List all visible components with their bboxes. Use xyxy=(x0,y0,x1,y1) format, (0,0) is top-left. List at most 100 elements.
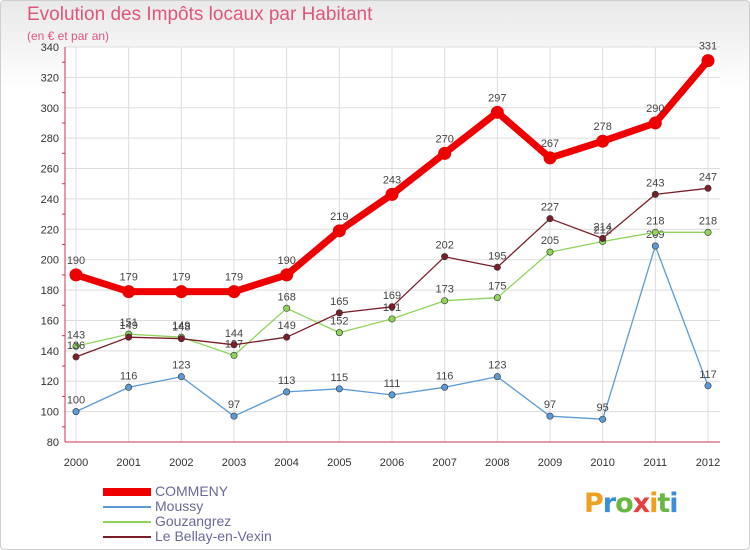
y-tick-label: 80 xyxy=(47,437,59,449)
chart-subtitle: (en € et par an) xyxy=(27,29,110,43)
data-point xyxy=(651,242,659,250)
data-point xyxy=(72,353,80,361)
x-tick-label: 2002 xyxy=(169,457,193,469)
legend-label: Le Bellay-en-Vexin xyxy=(155,528,272,544)
data-label: 148 xyxy=(172,322,190,334)
data-point xyxy=(490,105,504,119)
data-label: 97 xyxy=(544,399,556,411)
data-label: 173 xyxy=(435,284,453,296)
y-tick-label: 300 xyxy=(41,103,59,115)
y-tick-label: 120 xyxy=(41,376,59,388)
legend-swatch xyxy=(103,536,151,538)
data-label: 100 xyxy=(67,395,85,407)
data-point xyxy=(546,248,554,256)
data-label: 168 xyxy=(277,291,295,303)
data-label: 179 xyxy=(225,272,243,284)
data-label: 115 xyxy=(331,372,349,384)
data-label: 190 xyxy=(277,255,295,267)
y-tick-label: 260 xyxy=(41,164,59,176)
data-label: 290 xyxy=(646,103,664,115)
data-point xyxy=(72,408,80,416)
x-tick-label: 2000 xyxy=(64,457,88,469)
data-label: 117 xyxy=(699,369,717,381)
data-point xyxy=(546,215,554,223)
data-point xyxy=(72,342,80,350)
data-label: 243 xyxy=(646,177,664,189)
x-tick-label: 2003 xyxy=(222,457,246,469)
data-label: 111 xyxy=(384,378,401,390)
y-tick-label: 280 xyxy=(41,133,59,145)
data-point xyxy=(599,415,607,423)
x-tick-label: 2009 xyxy=(538,457,562,469)
x-tick-label: 2004 xyxy=(274,457,298,469)
data-point xyxy=(230,412,238,420)
data-label: 151 xyxy=(119,317,137,329)
legend-item: Gouzangrez xyxy=(103,513,363,530)
legend-item: COMMENY xyxy=(103,483,363,500)
y-tick-label: 320 xyxy=(41,72,59,84)
data-label: 202 xyxy=(435,240,453,252)
legend-swatch xyxy=(103,506,151,508)
data-label: 195 xyxy=(488,250,506,262)
chart-legend: COMMENY Moussy Gouzangrez Le Bellay-en-Vexi… xyxy=(103,483,363,549)
x-tick-label: 2007 xyxy=(432,457,456,469)
data-label: 116 xyxy=(436,370,454,382)
x-tick-label: 2012 xyxy=(696,457,720,469)
data-point xyxy=(177,335,185,343)
proxiti-logo: Proxiti xyxy=(584,488,679,519)
y-tick-label: 100 xyxy=(41,407,59,419)
data-point xyxy=(332,224,346,238)
chart-title: Evolution des Impôts locaux par Habitant xyxy=(27,4,373,25)
data-point xyxy=(230,351,238,359)
data-point xyxy=(230,341,238,349)
logo-letter: x xyxy=(632,488,650,519)
data-label: 218 xyxy=(699,215,717,227)
logo-letter: o xyxy=(615,488,634,519)
y-tick-label: 240 xyxy=(41,194,59,206)
data-point xyxy=(335,329,343,337)
data-label: 190 xyxy=(67,255,85,267)
x-tick-label: 2010 xyxy=(590,457,614,469)
data-point xyxy=(283,388,291,396)
data-point xyxy=(283,304,291,312)
data-point xyxy=(701,54,715,68)
data-point xyxy=(227,285,241,299)
y-tick-label: 200 xyxy=(41,255,59,267)
data-label: 175 xyxy=(488,281,506,293)
data-point xyxy=(546,412,554,420)
data-label: 116 xyxy=(120,370,138,382)
x-tick-label: 2006 xyxy=(380,457,404,469)
data-point xyxy=(493,263,501,271)
logo-letter: r xyxy=(602,488,616,519)
data-label: 149 xyxy=(277,320,295,332)
logo-letter: P xyxy=(584,488,604,519)
data-point xyxy=(388,391,396,399)
data-label: 214 xyxy=(593,221,611,233)
data-point xyxy=(441,297,449,305)
data-point xyxy=(283,333,291,341)
data-point xyxy=(280,268,294,282)
data-label: 123 xyxy=(488,360,506,372)
data-point xyxy=(651,190,659,198)
data-point xyxy=(388,303,396,311)
data-point xyxy=(493,294,501,302)
data-point xyxy=(125,383,133,391)
data-point xyxy=(493,373,501,381)
y-tick-label: 220 xyxy=(41,224,59,236)
data-point xyxy=(441,383,449,391)
data-label: 95 xyxy=(597,402,609,414)
data-label: 243 xyxy=(383,174,401,186)
x-tick-label: 2001 xyxy=(116,457,140,469)
data-label: 205 xyxy=(541,235,559,247)
series-moussy: 100116123971131151111161239795209117 xyxy=(67,229,717,423)
data-label: 179 xyxy=(172,272,190,284)
y-tick-label: 160 xyxy=(41,315,59,327)
data-point xyxy=(174,285,188,299)
series-commeny: 190 179 179 179 190 219 243 270 297 267 278 290 331 xyxy=(67,41,717,299)
data-label: 169 xyxy=(383,290,401,302)
data-label: 123 xyxy=(172,360,190,372)
data-label: 331 xyxy=(699,41,717,53)
